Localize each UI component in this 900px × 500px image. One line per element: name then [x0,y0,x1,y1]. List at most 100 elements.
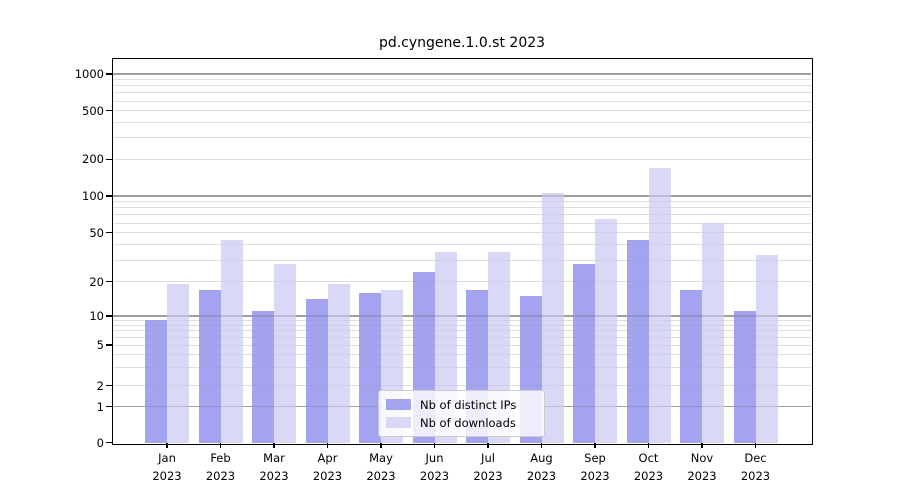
y-axis-tick [106,315,112,317]
minor-gridline [113,344,811,346]
x-axis-tick [754,443,757,448]
minor-gridline [113,110,811,112]
y-tick-label: 50 [89,225,104,240]
minor-gridline [113,222,811,224]
x-tick-label-month: Dec [744,451,767,465]
minor-gridline-overlay [113,354,811,356]
y-axis-tick [106,281,112,283]
x-tick-label-year: 2023 [152,469,182,483]
x-tick-label-month: Feb [210,451,231,465]
bar-downloads [648,167,671,443]
minor-gridline [113,207,811,209]
minor-gridline-overlay [113,259,811,261]
y-axis-tick [106,344,112,346]
y-axis-tick [106,406,112,408]
minor-gridline-overlay [113,324,811,326]
minor-gridline-overlay [113,281,811,283]
bar-downloads [541,192,564,443]
legend-item-distinct-ips: Nb of distinct IPs [386,398,537,412]
y-tick-label: 0 [96,435,104,450]
minor-gridline [113,100,811,102]
bar-downloads [755,254,778,443]
minor-gridline [113,324,811,326]
x-axis-tick [380,443,382,448]
minor-gridline [113,214,811,216]
bar-distinct-ips [573,263,595,443]
x-tick-label-month: Jan [158,451,176,465]
minor-gridline-overlay [113,201,811,203]
bar-downloads [220,239,243,443]
x-tick-label-year: 2023 [580,469,610,483]
x-axis-tick [273,443,275,448]
minor-gridline [113,354,811,356]
minor-gridline [113,122,811,124]
minor-gridline [113,244,811,246]
bar-downloads [595,218,617,443]
major-gridline [113,315,811,317]
y-axis-tick [106,158,112,160]
minor-gridline-overlay [113,344,811,346]
minor-gridline [113,336,811,338]
bar-downloads [702,223,724,443]
y-tick-label: 1000 [74,67,104,81]
major-gridline-overlay [113,195,811,197]
y-axis-tick [106,110,112,112]
major-gridline [113,195,811,197]
y-tick-label: 20 [89,274,104,289]
bar-distinct-ips [198,289,221,443]
minor-gridline [113,201,811,203]
x-tick-label-month: Oct [638,451,659,465]
x-axis-tick [540,443,543,448]
minor-gridline [113,232,811,234]
minor-gridline [113,319,811,321]
bar-distinct-ips [680,289,702,443]
x-tick-label-month: Nov [690,451,714,465]
minor-gridline [113,385,811,386]
y-axis-tick [106,232,112,234]
legend-label-downloads: Nb of downloads [420,415,516,430]
x-axis-tick [647,443,650,448]
minor-gridline-overlay [113,100,811,102]
bar-distinct-ips [305,299,328,443]
minor-gridline [113,367,811,369]
bar-downloads [167,284,189,443]
x-axis-tick [487,443,489,448]
bar-distinct-ips [359,292,381,443]
minor-gridline-overlay [113,137,811,139]
y-tick-label: 5 [96,338,104,352]
bar-downloads [274,263,296,443]
bar-distinct-ips [626,239,649,443]
x-tick-label-month: Aug [530,451,553,465]
x-tick-label-year: 2023 [473,469,503,483]
y-tick-label: 1 [96,399,104,414]
y-tick-label: 10 [89,309,104,323]
x-axis-tick [219,443,222,448]
major-gridline [113,73,811,75]
minor-gridline-overlay [113,232,811,234]
x-tick-label-year: 2023 [419,469,450,483]
minor-gridline [113,85,811,87]
minor-gridline [113,330,811,332]
minor-gridline [113,92,811,94]
minor-gridline-overlay [113,214,811,216]
minor-gridline [113,158,811,160]
minor-gridline [113,137,811,139]
x-axis-tick [326,443,329,448]
x-tick-label-month: Mar [263,451,285,465]
x-axis-tick [166,443,168,448]
x-tick-label-year: 2023 [526,469,557,483]
x-tick-label-year: 2023 [366,469,396,483]
y-axis-tick [106,73,112,75]
bar-distinct-ips [252,311,274,443]
minor-gridline-overlay [113,110,811,112]
minor-gridline-overlay [113,85,811,87]
x-axis-tick [701,443,703,448]
minor-gridline-overlay [113,330,811,332]
y-axis-tick [106,195,112,197]
x-tick-label-month: Apr [317,451,338,465]
major-gridline-overlay [113,73,811,75]
y-axis-tick [106,384,112,387]
x-axis-tick [594,443,596,448]
legend-swatch-downloads [386,417,411,428]
x-tick-label-year: 2023 [687,469,717,483]
